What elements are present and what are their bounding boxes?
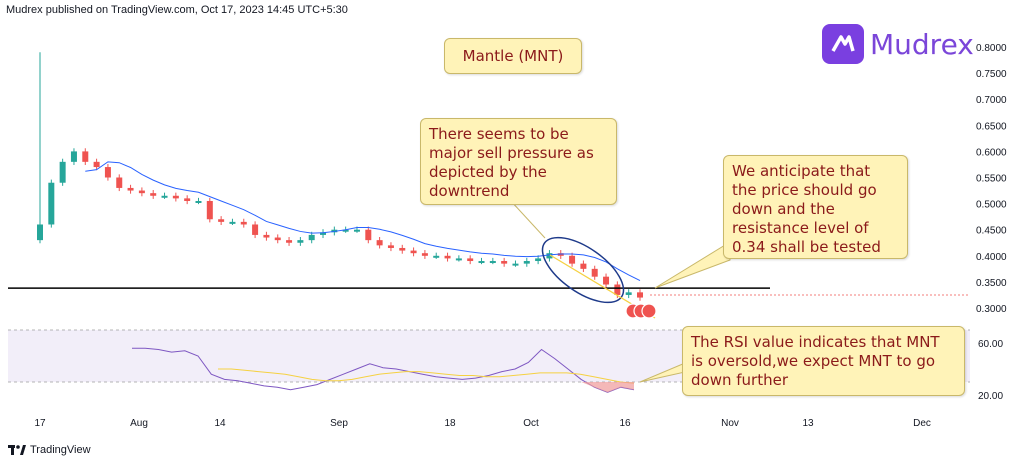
candle-body-31 [387,245,394,248]
time-tick-label-5: Oct [523,418,539,429]
anticipation-note: We anticipate that the price should go d… [723,155,908,259]
candle-body-41 [501,261,508,264]
candle-body-21 [274,237,281,241]
time-tick-label-0: 17 [34,418,46,429]
candle-body-44 [535,258,542,262]
rsi-tick-label-1: 20.00 [978,391,1003,402]
mudrex-logo-text: Mudrex [870,27,974,61]
candle-body-24 [308,234,315,241]
tradingview-icon [8,445,26,455]
candle-body-43 [523,261,530,264]
candle-body-51 [614,284,621,295]
news-icons [625,303,657,319]
candle-body-37 [455,258,462,261]
candle-body-39 [478,261,485,264]
mudrex-logo-icon [822,24,864,64]
rsi-oversold-fill [581,382,634,393]
candle-body-23 [297,240,304,243]
candle-body-17 [229,221,236,224]
time-tick-label-3: Sep [330,418,348,429]
price-tick-label-3: 0.6500 [976,121,1007,132]
candle-body-9 [138,190,145,194]
title-box: Mantle (MNT) [444,38,582,74]
candle-body-38 [467,258,474,262]
mudrex-logo: Mudrex [822,24,974,64]
price-tick-label-1: 0.7500 [976,69,1007,80]
time-tick-label-4: 18 [444,418,456,429]
candle-body-53 [637,292,643,298]
candle-body-49 [591,268,598,277]
candle-body-35 [433,255,440,258]
candle-body-34 [421,253,428,256]
downtrend-highlight-ellipse [541,236,625,304]
candle-body-30 [376,240,383,246]
time-tick-label-7: Nov [721,418,739,429]
tradingview-footer[interactable]: TradingView [8,444,91,456]
candle-body-52 [625,292,632,295]
price-tick-label-7: 0.4500 [976,226,1007,237]
time-tick-label-1: Aug [130,418,148,429]
candle-body-18 [240,221,247,225]
candle-body-12 [172,195,179,199]
rsi-note: The RSI value indicates that MNT is over… [682,326,965,396]
candle-body-27 [342,229,349,232]
sell-pressure-pointer [509,199,546,239]
rsi-line [132,347,635,393]
candle-body-16 [218,219,225,222]
published-header: Mudrex published on TradingView.com, Oct… [6,4,348,16]
rsi-tick-label-0: 60.00 [978,339,1003,350]
candle-body-6 [104,167,111,178]
candle-body-29 [365,229,372,241]
candle-body-42 [512,263,519,266]
price-tick-label-8: 0.4000 [976,252,1007,263]
candle-body-4 [82,151,89,162]
sell-pressure-note: There seems to be major sell pressure as… [420,118,617,205]
candle-body-10 [150,193,157,196]
candle-body-1 [48,182,55,225]
time-axis: 17 Aug 14 Sep 18 Oct 16 Nov 13 Dec [34,418,930,429]
price-tick-label-9: 0.3500 [976,278,1007,289]
candle-body-28 [353,229,360,232]
candle-body-5 [93,161,100,168]
rsi-axis: 60.00 20.00 [978,339,1003,402]
candle-body-2 [59,161,66,183]
candle-body-14 [195,200,202,203]
candle-body-48 [580,263,587,269]
price-tick-label-4: 0.6000 [976,147,1007,158]
candle-body-15 [206,200,213,220]
price-axis: 0.8000 0.7500 0.7000 0.6500 0.6000 0.5500 0.50… [976,43,1007,315]
tradingview-footer-text: TradingView [30,444,91,456]
candle-body-45 [546,253,553,259]
time-tick-label-2: 14 [214,418,226,429]
rsi-ma-line [218,368,635,384]
time-tick-label-9: Dec [913,418,931,429]
candle-body-11 [161,195,168,198]
candle-body-32 [399,247,406,251]
candle-body-8 [127,187,134,191]
candle-body-13 [184,198,191,201]
candle-body-19 [252,224,259,235]
candle-body-25 [320,232,327,235]
moving-average-line [85,161,641,282]
candle-body-50 [603,276,610,285]
price-tick-label-0: 0.8000 [976,43,1007,54]
candle-body-33 [410,250,417,254]
time-tick-label-6: 16 [619,418,631,429]
price-tick-label-10: 0.3000 [976,304,1007,315]
price-tick-label-6: 0.5000 [976,200,1007,211]
candle-body-7 [116,177,123,188]
candle-body-3 [70,151,77,162]
price-tick-label-2: 0.7000 [976,95,1007,106]
candle-body-47 [569,255,576,264]
candle-body-20 [263,234,270,238]
candle-body-36 [444,255,451,259]
anticipation-pointer [654,241,731,289]
candle-body-22 [286,240,293,243]
time-tick-label-8: 13 [802,418,814,429]
price-tick-label-5: 0.5500 [976,174,1007,185]
candle-body-0 [37,224,43,241]
candle-body-40 [489,261,496,264]
candlestick-series [37,52,643,301]
